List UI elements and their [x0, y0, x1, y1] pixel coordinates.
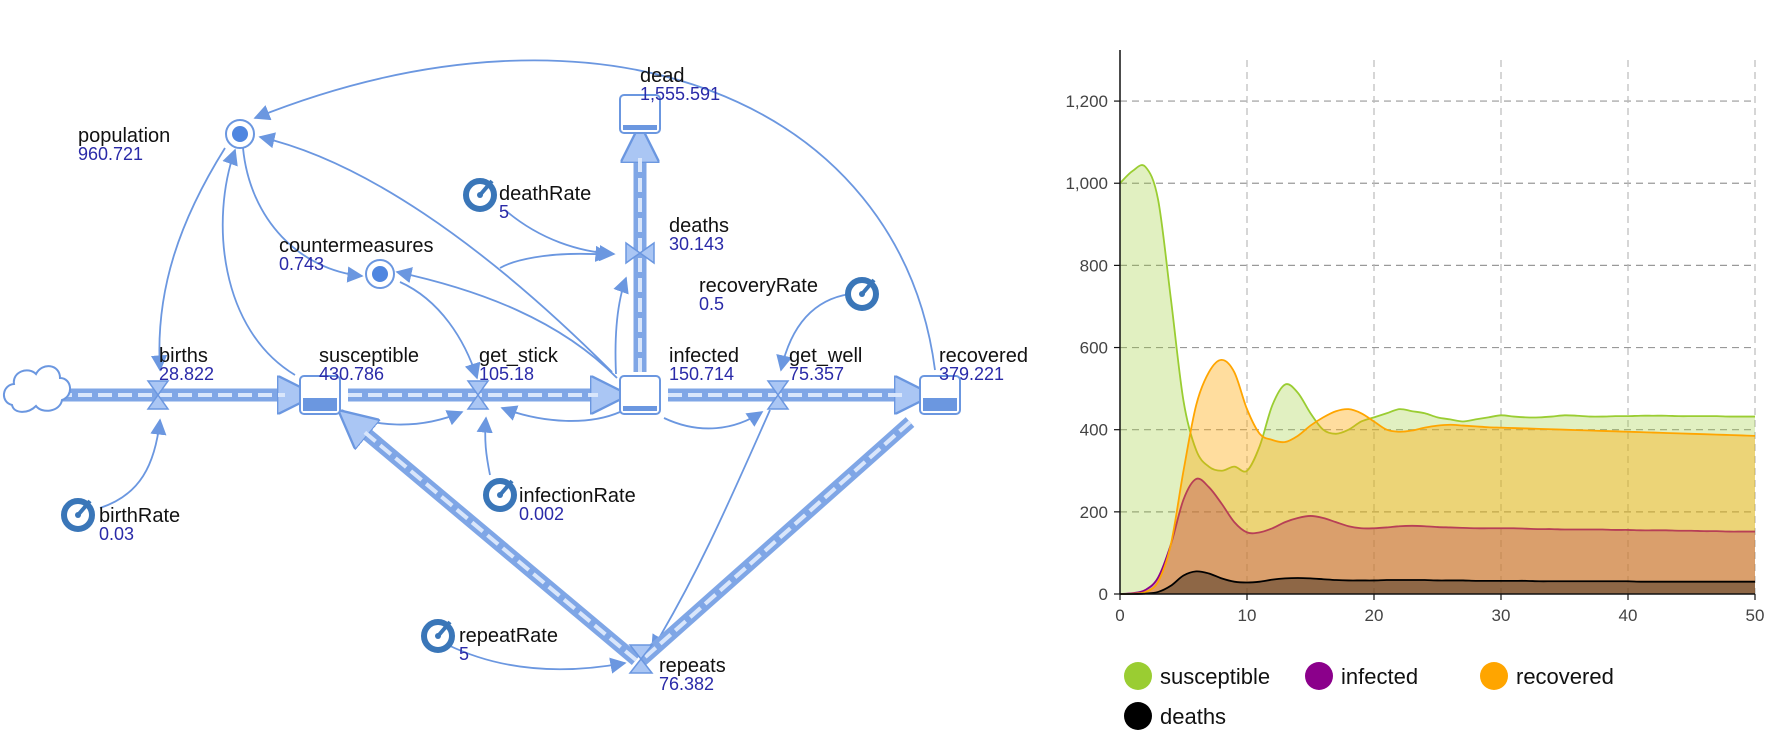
x-tick-label: 50: [1746, 606, 1765, 625]
simulation-area-chart: 0 200 400 600 800 1,000 1,200 0 10 20 30 40 50 susce…: [1065, 50, 1764, 730]
x-tick-label: 0: [1115, 606, 1124, 625]
label-get-stick: get_stick: [479, 345, 559, 367]
y-tick-label: 0: [1099, 585, 1108, 604]
value-deathRate: 5: [499, 202, 509, 222]
aux-population-icon[interactable]: [225, 119, 255, 149]
legend-label: infected: [1341, 664, 1418, 689]
value-recovered: 379.221: [939, 364, 1004, 384]
area-susceptible: [1120, 165, 1755, 594]
valve-deaths[interactable]: [625, 241, 655, 265]
legend-swatch: [1124, 662, 1152, 690]
value-repeatRate: 5: [459, 644, 469, 664]
value-birthRate: 0.03: [99, 524, 134, 544]
y-tick-label: 400: [1080, 421, 1108, 440]
area-deaths: [1120, 571, 1755, 595]
label-get-well: get_well: [789, 345, 862, 367]
legend-label: recovered: [1516, 664, 1614, 689]
value-susceptible: 430.786: [319, 364, 384, 384]
stock-flow-diagram: population 960.721 births 28.822 suscept…: [3, 59, 1028, 694]
label-birthRate: birthRate: [99, 505, 180, 527]
valve-get-well[interactable]: [766, 380, 790, 410]
label-recoveryRate: recoveryRate: [699, 275, 818, 297]
aux-countermeasures-icon[interactable]: [365, 259, 395, 289]
value-dead: 1,555.591: [640, 84, 720, 104]
y-tick-label: 600: [1080, 339, 1108, 358]
area-infected: [1120, 478, 1755, 594]
legend-item-infected[interactable]: infected: [1305, 662, 1418, 690]
line-deaths: [1119, 570, 1755, 595]
chart-axes: [1119, 50, 1755, 595]
x-tick-label: 30: [1492, 606, 1511, 625]
legend-item-susceptible[interactable]: susceptible: [1124, 662, 1270, 690]
line-infected: [1119, 477, 1755, 595]
value-infectionRate: 0.002: [519, 504, 564, 524]
chart-areas: [1119, 164, 1756, 595]
legend-swatch: [1480, 662, 1508, 690]
constant-infectionRate-icon[interactable]: [483, 478, 517, 512]
chart-legend[interactable]: susceptible infected recovered deaths: [1124, 662, 1614, 730]
stock-dead[interactable]: [619, 94, 661, 134]
value-births: 28.822: [159, 364, 214, 384]
valve-births[interactable]: [146, 380, 170, 410]
valve-repeats[interactable]: [628, 644, 654, 674]
y-tick-label: 1,000: [1065, 174, 1108, 193]
y-tick-label: 800: [1080, 256, 1108, 275]
label-recovered: recovered: [939, 345, 1028, 367]
label-susceptible: susceptible: [319, 345, 419, 367]
value-population: 960.721: [78, 144, 143, 164]
label-infected: infected: [669, 345, 739, 367]
constant-birthRate-icon[interactable]: [61, 498, 95, 532]
legend-swatch: [1305, 662, 1333, 690]
stock-recovered[interactable]: [919, 375, 961, 415]
legend-swatch: [1124, 702, 1152, 730]
label-repeatRate: repeatRate: [459, 625, 558, 647]
value-deaths: 30.143: [669, 234, 724, 254]
chart-ticks: 0 200 400 600 800 1,000 1,200 0 10 20 30 40 50: [1065, 92, 1764, 625]
y-tick-label: 1,200: [1065, 92, 1108, 111]
label-countermeasures: countermeasures: [279, 235, 434, 257]
label-dead: dead: [640, 65, 685, 87]
value-infected: 150.714: [669, 364, 734, 384]
x-tick-label: 10: [1238, 606, 1257, 625]
constant-repeatRate-icon[interactable]: [421, 619, 455, 653]
x-tick-label: 20: [1365, 606, 1384, 625]
label-infectionRate: infectionRate: [519, 485, 636, 507]
label-deathRate: deathRate: [499, 183, 591, 205]
source-cloud-icon: [3, 365, 71, 413]
legend-item-deaths[interactable]: deaths: [1124, 702, 1226, 730]
legend-label: susceptible: [1160, 664, 1270, 689]
x-tick-label: 40: [1619, 606, 1638, 625]
area-recovered: [1120, 359, 1755, 594]
influence-links: [99, 59, 936, 674]
label-population: population: [78, 125, 170, 147]
stock-susceptible[interactable]: [299, 375, 341, 415]
constant-deathRate-icon[interactable]: [463, 178, 497, 212]
valve-get-stick[interactable]: [466, 380, 490, 410]
value-get-well: 75.357: [789, 364, 844, 384]
line-susceptible: [1119, 164, 1755, 473]
chart-grid: [1120, 60, 1756, 594]
value-countermeasures: 0.743: [279, 254, 324, 274]
constant-recoveryRate-icon[interactable]: [845, 277, 879, 311]
label-deaths: deaths: [669, 215, 729, 237]
legend-label: deaths: [1160, 704, 1226, 729]
value-get-stick: 105.18: [479, 364, 534, 384]
stock-infected[interactable]: [619, 375, 661, 415]
value-repeats: 76.382: [659, 674, 714, 694]
label-repeats: repeats: [659, 655, 726, 677]
value-recoveryRate: 0.5: [699, 294, 724, 314]
legend-item-recovered[interactable]: recovered: [1480, 662, 1614, 690]
flow-pipes: [58, 155, 910, 665]
line-recovered: [1119, 358, 1756, 595]
label-births: births: [159, 345, 208, 367]
y-tick-label: 200: [1080, 503, 1108, 522]
